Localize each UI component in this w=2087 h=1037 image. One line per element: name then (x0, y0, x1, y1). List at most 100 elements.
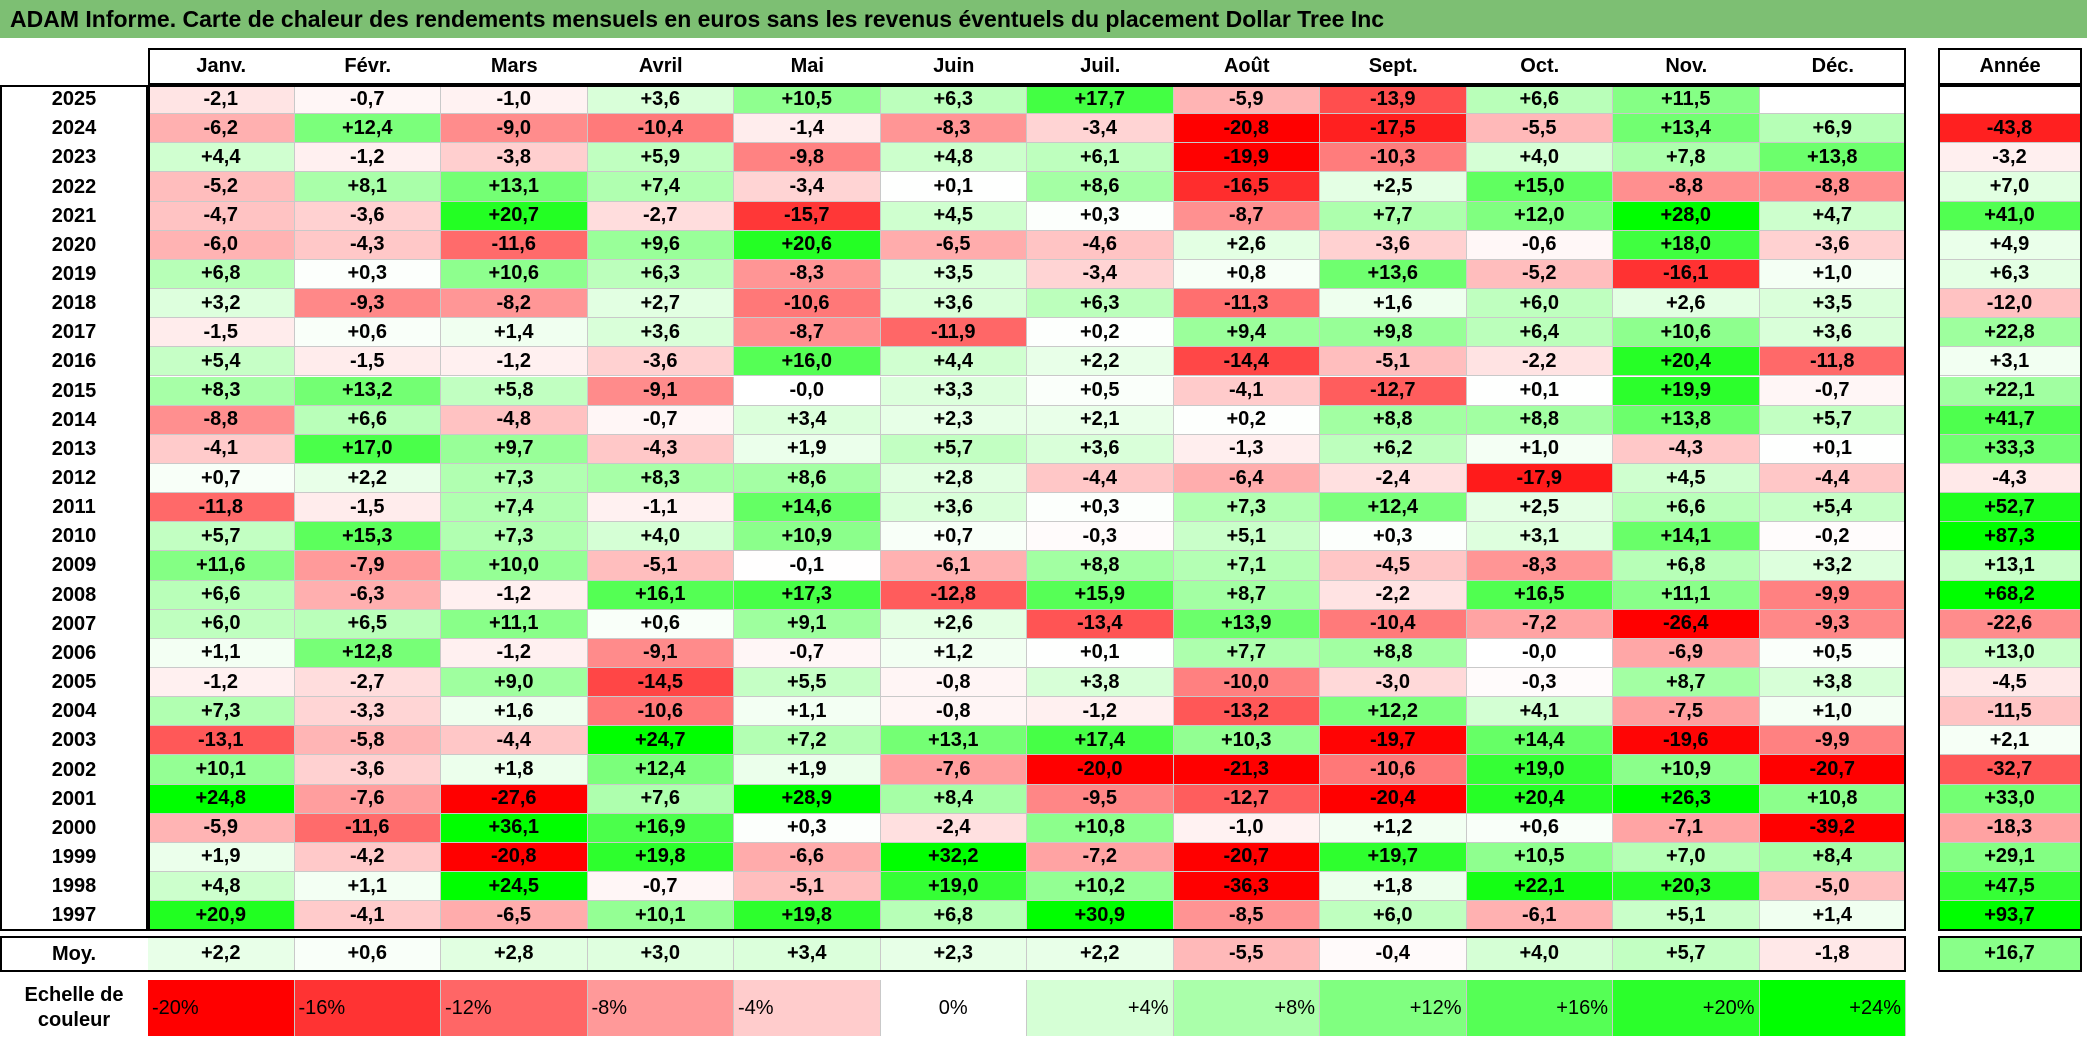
heatmap-cell: -6,2 (148, 114, 295, 144)
heatmap-cell: -19,7 (1320, 726, 1467, 756)
heatmap-cell: -36,3 (1173, 872, 1320, 902)
heatmap-cell: +6,1 (1027, 143, 1174, 173)
annual-cell: -3,2 (1938, 143, 2082, 173)
heatmap-cell: +4,0 (1466, 143, 1613, 173)
scale-swatch: -16% (294, 980, 441, 1036)
heatmap-cell: -3,6 (587, 347, 734, 377)
year-label: 2012 (51, 467, 97, 489)
annual-cell: +87,3 (1938, 522, 2082, 552)
heatmap-cell: +3,5 (880, 259, 1027, 290)
annual-cell: +93,7 (1938, 901, 2082, 931)
average-cell: +5,7 (1613, 936, 1760, 973)
heatmap-cell: -13,1 (148, 726, 295, 756)
heatmap-cell: -2,4 (1320, 463, 1467, 494)
heatmap-cell: +30,9 (1027, 901, 1174, 931)
heatmap-cell: +1,8 (441, 755, 588, 785)
heatmap-cell: +1,8 (1320, 872, 1467, 902)
heatmap-cell: +10,6 (441, 259, 588, 290)
heatmap-cell: +20,9 (148, 901, 295, 931)
heatmap-cell: -7,9 (294, 551, 441, 581)
heatmap-cell: +1,1 (148, 638, 295, 668)
heatmap-cell: +17,3 (734, 580, 881, 610)
heatmap-cell: +4,7 (1759, 201, 1906, 231)
heatmap-cell: +3,6 (880, 289, 1027, 319)
heatmap-cell: +3,5 (1759, 289, 1906, 319)
heatmap-cell (1759, 85, 1906, 115)
heatmap-cell: +5,1 (1173, 522, 1320, 552)
heatmap-cell: +3,6 (1027, 434, 1174, 464)
heatmap-cell: -4,2 (294, 842, 441, 873)
heatmap-cell: +10,2 (1027, 872, 1174, 902)
heatmap-cell: +19,0 (1466, 755, 1613, 785)
heatmap-cell: +17,7 (1027, 85, 1174, 115)
heatmap-cell: +5,7 (148, 522, 295, 552)
average-cell: +0,6 (294, 936, 441, 973)
scale-swatch: +4% (1027, 980, 1174, 1036)
heatmap-cell: -1,1 (587, 493, 734, 523)
year-label: 2000 (51, 816, 97, 839)
heatmap-cell: -0,2 (1759, 522, 1906, 552)
heatmap-cell: -10,4 (1320, 609, 1467, 639)
heatmap-cell: +4,8 (148, 872, 295, 902)
heatmap-cell: -20,7 (1173, 842, 1320, 873)
heatmap-cell: +7,4 (587, 172, 734, 202)
month-header: Févr. (344, 54, 392, 77)
heatmap-cell: +13,9 (1173, 609, 1320, 639)
annual-cell: -22,6 (1938, 609, 2082, 639)
heatmap-cell: -10,4 (587, 114, 734, 144)
heatmap-cell: -11,3 (1173, 289, 1320, 319)
heatmap-cell: +4,4 (880, 347, 1027, 377)
heatmap-cell: +3,6 (587, 85, 734, 115)
heatmap-cell: +2,2 (294, 463, 441, 494)
heatmap-cell: -9,3 (294, 289, 441, 319)
scale-swatch: +24% (1759, 980, 1906, 1036)
heatmap-cell: -20,7 (1759, 755, 1906, 785)
heatmap-cell: +8,7 (1613, 668, 1760, 698)
heatmap-cell: +5,9 (587, 143, 734, 173)
year-label: 2008 (51, 583, 97, 606)
annual-cell: +22,1 (1938, 376, 2082, 406)
heatmap-cell: -4,4 (1027, 463, 1174, 494)
year-label: 2020 (51, 233, 97, 256)
heatmap-cell: -13,2 (1173, 697, 1320, 727)
annual-cell: -43,8 (1938, 114, 2082, 144)
heatmap-cell: -3,6 (294, 755, 441, 785)
heatmap-cell: -1,5 (294, 347, 441, 377)
heatmap-cell: -4,4 (1759, 463, 1906, 494)
annual-cell: +2,1 (1938, 726, 2082, 756)
month-header: Déc. (1811, 54, 1854, 77)
heatmap-cell: +1,2 (880, 638, 1027, 668)
heatmap-cell: +28,0 (1613, 201, 1760, 231)
heatmap-cell: -20,0 (1027, 755, 1174, 785)
heatmap-cell: -1,2 (441, 580, 588, 610)
heatmap-cell: +1,9 (734, 434, 881, 464)
month-header: Oct. (1520, 54, 1560, 77)
heatmap-cell: +17,4 (1027, 726, 1174, 756)
heatmap-cell: -0,1 (734, 551, 881, 581)
heatmap-cell: -6,5 (880, 230, 1027, 260)
heatmap-cell: -2,2 (1320, 580, 1467, 610)
annual-cell: +13,0 (1938, 638, 2082, 668)
year-label: 2006 (51, 641, 97, 664)
heatmap-cell: -5,1 (734, 872, 881, 902)
heatmap-cell: +7,6 (587, 784, 734, 814)
heatmap-cell: +10,8 (1759, 784, 1906, 814)
annual-cell: +22,8 (1938, 318, 2082, 348)
heatmap-cell: +6,3 (880, 85, 1027, 115)
scale-swatch: -20% (148, 980, 295, 1036)
heatmap-cell: -8,2 (441, 289, 588, 319)
heatmap-cell: +8,6 (734, 463, 881, 494)
heatmap-cell: +0,5 (1759, 638, 1906, 668)
heatmap-cell: +14,1 (1613, 522, 1760, 552)
month-header: Juin (933, 54, 975, 77)
month-header: Juil. (1080, 54, 1121, 77)
month-header: Avril (638, 54, 683, 77)
heatmap-cell: -14,5 (587, 668, 734, 698)
heatmap-cell: +0,3 (1320, 522, 1467, 552)
heatmap-cell: +5,7 (1759, 405, 1906, 435)
heatmap-cell: +7,0 (1613, 842, 1760, 873)
scale-label: Echelle de couleur (24, 984, 124, 1031)
heatmap-cell: +0,6 (587, 609, 734, 639)
heatmap-cell: +11,1 (1613, 580, 1760, 610)
heatmap-cell: +24,8 (148, 784, 295, 814)
